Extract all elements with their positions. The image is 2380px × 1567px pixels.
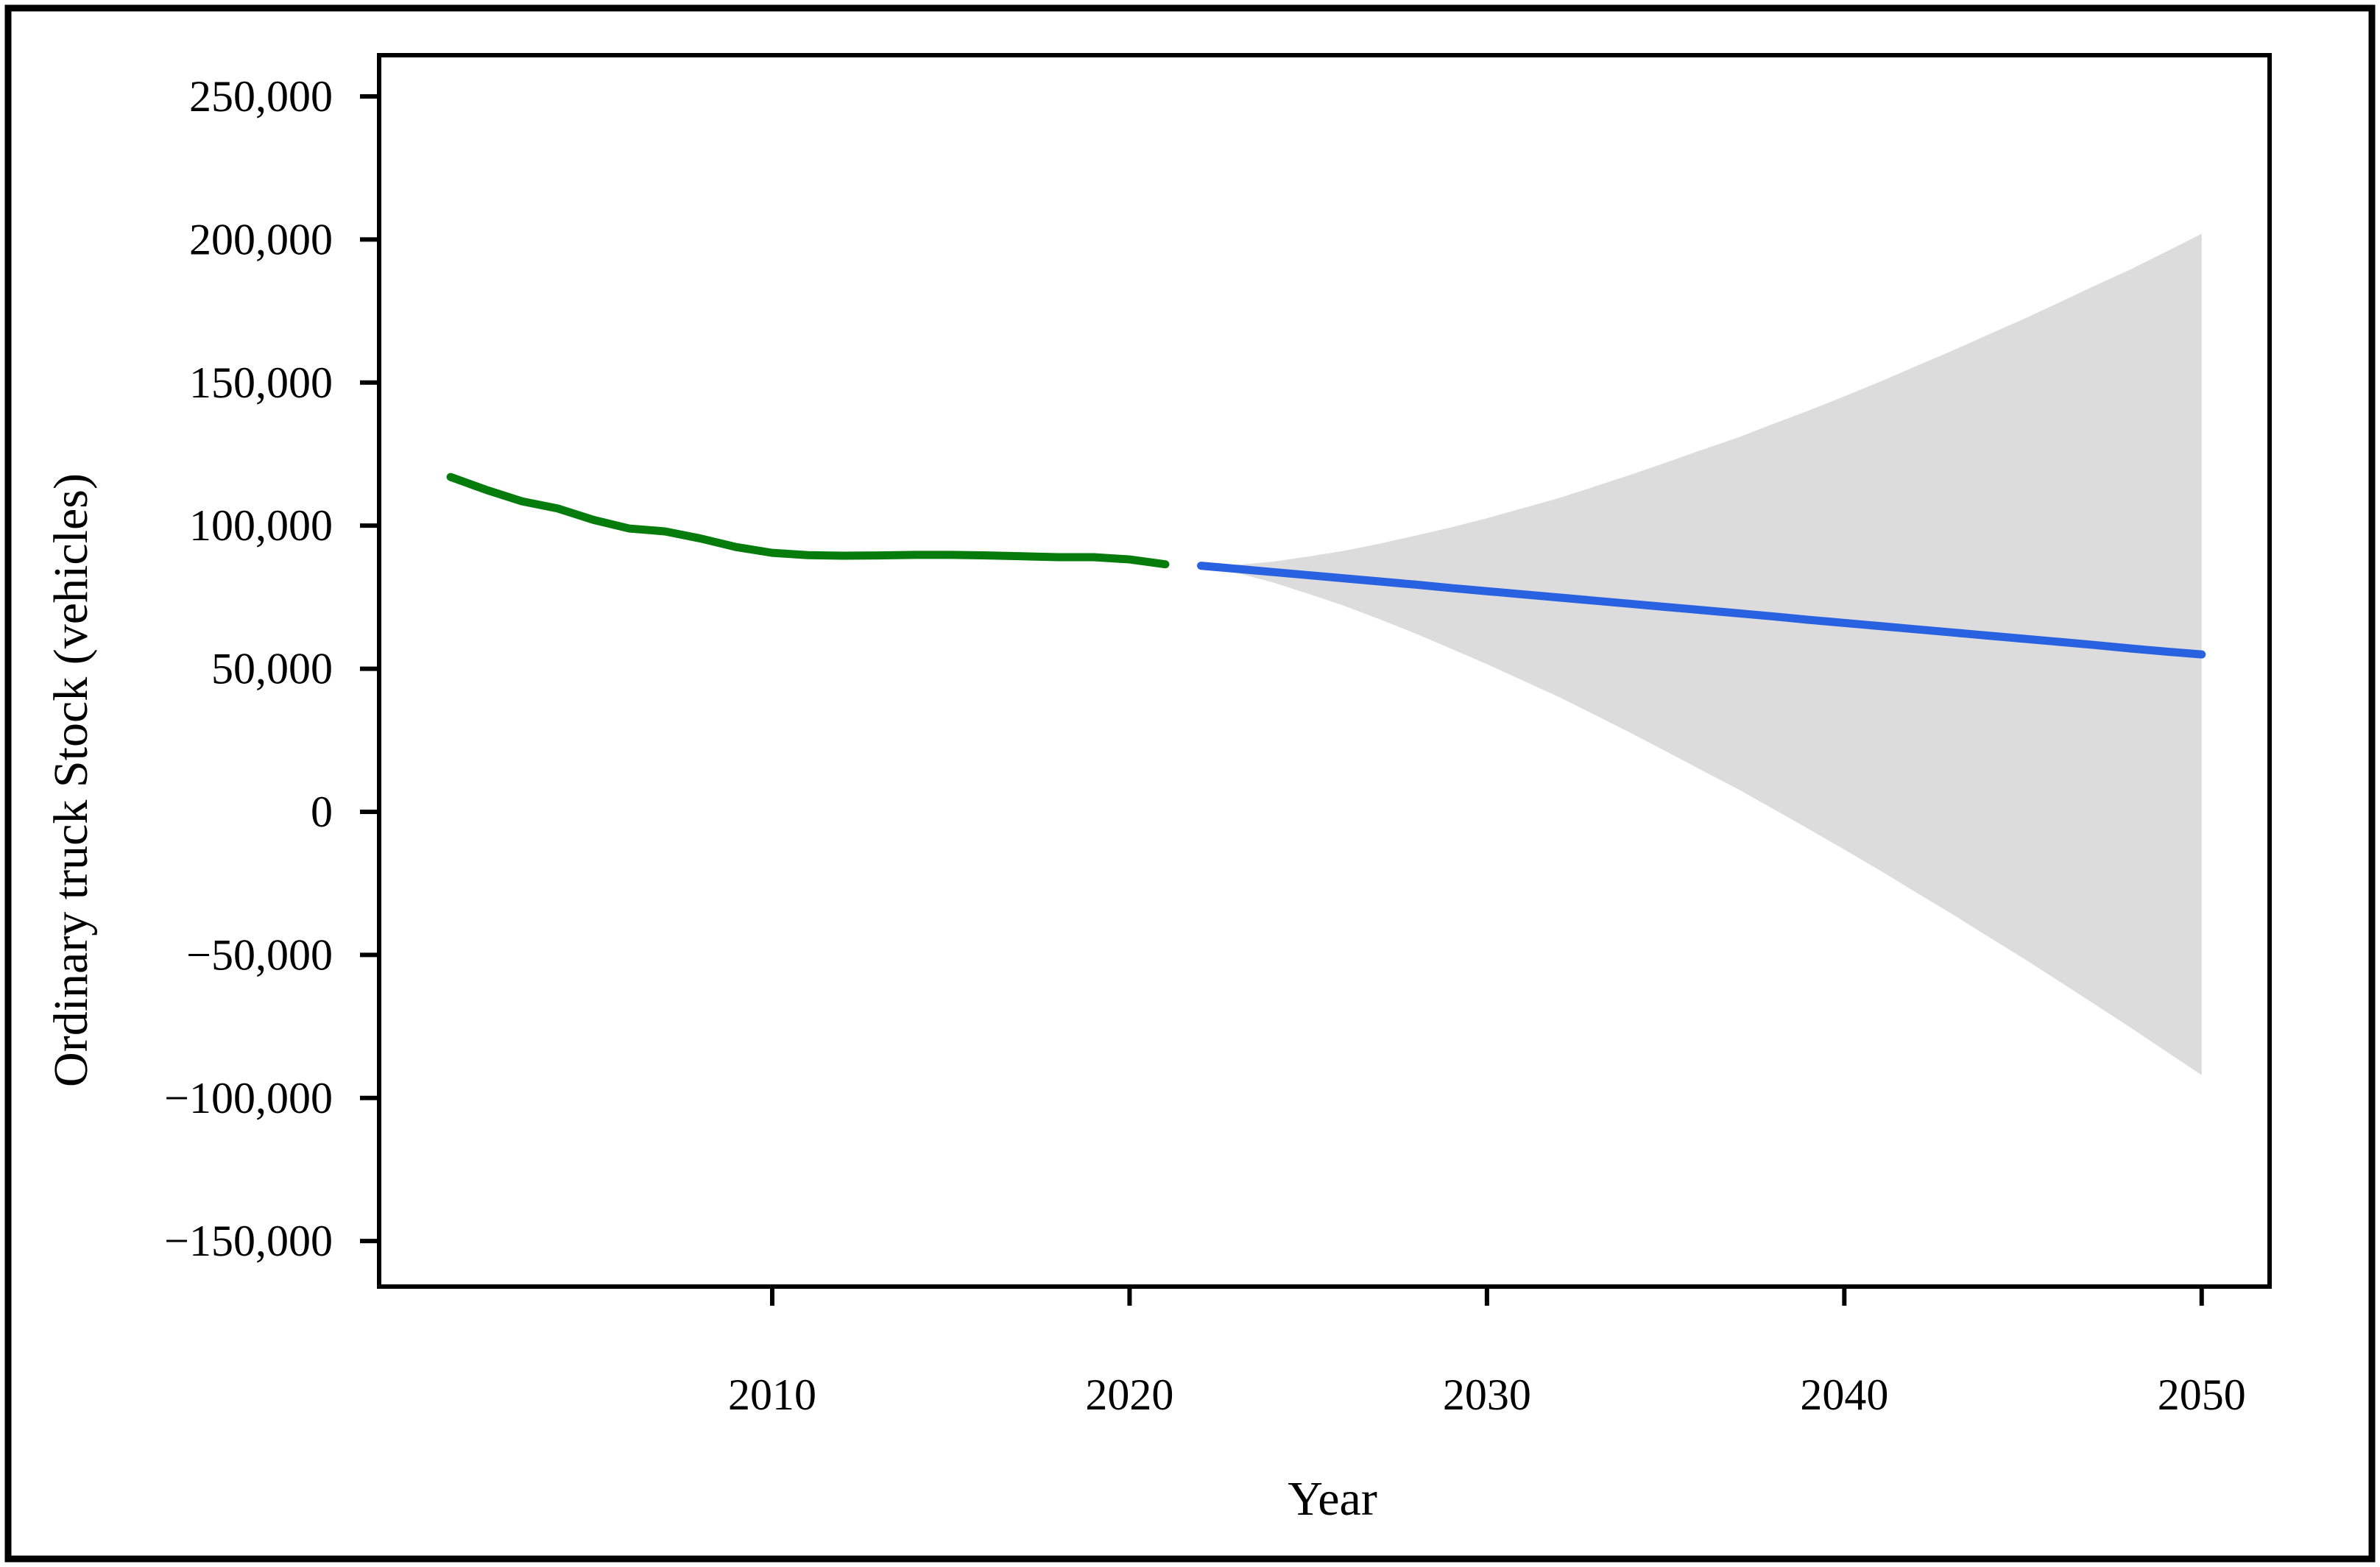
confidence-band-group <box>1201 233 2202 1075</box>
y-tick-label: 0 <box>311 788 333 836</box>
y-tick-label: 150,000 <box>189 358 333 407</box>
y-tick-label: 200,000 <box>189 215 333 263</box>
y-tick-label: −100,000 <box>164 1074 333 1122</box>
confidence-band <box>1201 233 2202 1075</box>
data-series-group <box>446 473 2206 659</box>
x-tick-label: 2020 <box>1085 1370 1173 1419</box>
x-axis-ticks <box>769 1287 2204 1306</box>
y-tick-label: −50,000 <box>186 930 333 979</box>
y-axis-tick-labels: 250,000 200,000 150,000 100,000 50,000 0 −50,0… <box>164 72 333 1265</box>
historical-stock-line <box>446 473 1170 569</box>
x-tick-label: 2040 <box>1800 1370 1888 1419</box>
x-tick-label: 2010 <box>728 1370 816 1419</box>
y-tick-label: 100,000 <box>189 501 333 550</box>
x-tick-label: 2030 <box>1443 1370 1531 1419</box>
x-axis-title: Year <box>1288 1472 1377 1526</box>
y-tick-label: 250,000 <box>189 72 333 121</box>
x-axis-tick-labels: 2010 2020 2030 2040 2050 <box>728 1370 2246 1419</box>
y-tick-label: −150,000 <box>164 1217 333 1265</box>
y-axis-title: Ordinary truck Stock (vehicles) <box>44 473 98 1087</box>
y-axis-ticks <box>360 93 379 1244</box>
figure-border <box>4 4 2376 1563</box>
y-tick-label: 50,000 <box>211 645 333 693</box>
forecast-mean-line <box>1197 562 2206 659</box>
x-tick-label: 2050 <box>2158 1370 2246 1419</box>
